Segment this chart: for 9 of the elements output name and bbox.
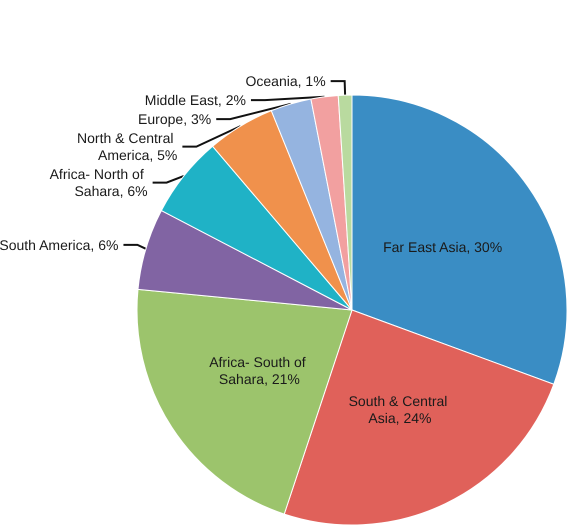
slice-label: Middle East, 2%: [144, 92, 246, 108]
slice-label: Africa- South of Sahara, 21%: [209, 354, 310, 387]
slice-label: Oceania, 1%: [245, 73, 326, 90]
slice-label: North & Central America, 5%: [77, 130, 178, 164]
slice-label: Africa- North of Sahara, 6%: [50, 166, 148, 200]
slice-label: Far East Asia, 30%: [383, 238, 502, 255]
slice-label: Europe, 3%: [138, 111, 212, 128]
slice-label: South America, 6%: [0, 236, 118, 253]
slice-label: South & Central Asia, 24%: [348, 393, 452, 426]
